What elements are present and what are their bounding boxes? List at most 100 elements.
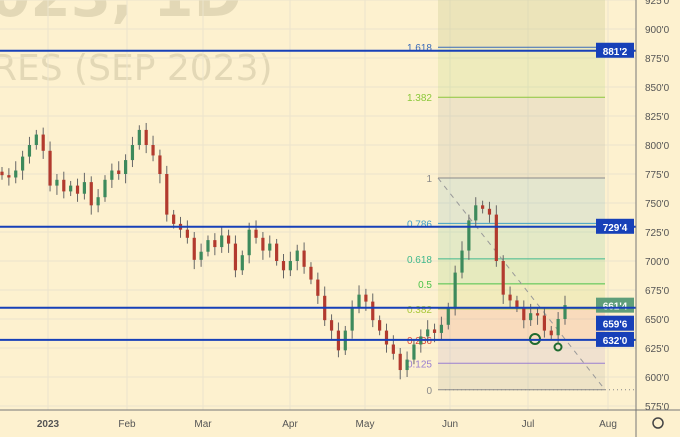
candle-body xyxy=(426,329,430,337)
fib-level-label: 1.382 xyxy=(407,93,432,104)
candle xyxy=(261,232,265,260)
candle xyxy=(172,209,176,229)
fib-level-label: 1.618 xyxy=(407,43,432,54)
candle xyxy=(20,150,25,180)
candle-body xyxy=(412,344,416,360)
y-tick-label: 775'0 xyxy=(645,170,670,181)
candle xyxy=(226,229,231,253)
candle xyxy=(542,307,547,338)
x-tick-label: Feb xyxy=(118,419,136,430)
candle xyxy=(158,149,162,184)
fib-level-label: 0.618 xyxy=(407,255,432,266)
candle xyxy=(522,300,526,329)
candle xyxy=(439,316,444,340)
candle-body xyxy=(233,243,238,271)
candle-body xyxy=(213,240,217,248)
fib-zone xyxy=(438,308,605,340)
candle-body xyxy=(384,330,389,345)
candle xyxy=(192,232,196,270)
candle xyxy=(281,254,286,279)
y-tick-label: 750'0 xyxy=(645,199,670,210)
candle-body xyxy=(446,307,450,325)
candle-body xyxy=(96,197,100,206)
candle xyxy=(240,250,244,275)
candle xyxy=(247,222,251,264)
price-label-box xyxy=(596,315,634,331)
candle-body xyxy=(48,150,52,186)
candle-body xyxy=(529,313,533,321)
y-tick-label: 625'0 xyxy=(645,344,670,355)
candle-body xyxy=(364,294,368,302)
settings-gear-icon[interactable] xyxy=(652,417,664,429)
candle-body xyxy=(192,237,196,260)
candle xyxy=(371,293,375,328)
watermark-symbol: 023, 1D xyxy=(0,0,242,30)
candle-body xyxy=(549,330,553,336)
y-tick-label: 700'0 xyxy=(645,257,670,268)
x-tick-label: Jul xyxy=(522,419,535,430)
candle xyxy=(288,251,292,277)
candle xyxy=(199,243,203,267)
fib-zone xyxy=(438,97,605,179)
candle-body xyxy=(281,261,286,271)
fib-level-label: 0.786 xyxy=(407,219,432,230)
candle-body xyxy=(494,214,498,261)
candle xyxy=(41,127,45,159)
candle-body xyxy=(89,182,93,206)
y-tick-label: 650'0 xyxy=(645,315,670,326)
candle-body xyxy=(460,250,464,273)
fib-level-label: 0.125 xyxy=(407,359,432,370)
candle-body xyxy=(103,179,107,198)
candle xyxy=(467,214,471,260)
x-tick-label: 2023 xyxy=(37,419,60,430)
candle-body xyxy=(14,170,18,178)
candle xyxy=(165,165,169,222)
y-tick-label: 600'0 xyxy=(645,373,670,384)
fib-trend-line xyxy=(437,177,606,391)
fib-level-label: 0.5 xyxy=(418,280,432,291)
candle-body xyxy=(474,205,478,221)
candle xyxy=(350,300,354,339)
candle-body xyxy=(398,353,402,371)
candle xyxy=(316,272,320,304)
x-tick-label: Jun xyxy=(442,419,458,430)
candle-body xyxy=(20,156,25,171)
candle xyxy=(233,235,238,278)
fib-zone xyxy=(438,339,605,364)
candle xyxy=(398,348,402,380)
candle xyxy=(378,315,382,336)
candle-body xyxy=(172,214,176,224)
candle-body xyxy=(151,145,155,156)
candle xyxy=(213,233,217,256)
candle xyxy=(549,325,553,340)
candle xyxy=(405,351,409,377)
candle-body xyxy=(7,175,11,178)
candle-body xyxy=(82,182,86,194)
candle-body xyxy=(137,129,141,145)
candle xyxy=(34,129,38,150)
candle xyxy=(384,323,389,353)
candle xyxy=(426,320,430,343)
candle xyxy=(7,168,11,186)
fib-zone xyxy=(438,178,605,224)
candle-body xyxy=(309,266,313,280)
candle-body xyxy=(130,145,135,161)
price-label-box xyxy=(596,42,634,58)
candle-body xyxy=(75,185,80,194)
candle-body xyxy=(501,261,505,295)
candle xyxy=(535,307,540,325)
y-tick-label: 875'0 xyxy=(645,54,670,65)
candle xyxy=(556,312,560,344)
y-tick-label: 900'0 xyxy=(645,25,670,36)
candle-body xyxy=(247,229,251,256)
candle-body xyxy=(556,319,560,336)
candle xyxy=(14,161,18,184)
fib-zone xyxy=(438,0,605,48)
fib-level-label: 1 xyxy=(426,174,432,185)
candle xyxy=(185,220,189,244)
fib-zone xyxy=(438,223,605,259)
candle xyxy=(27,136,32,164)
candle-body xyxy=(226,235,231,244)
candle-body xyxy=(439,324,444,333)
